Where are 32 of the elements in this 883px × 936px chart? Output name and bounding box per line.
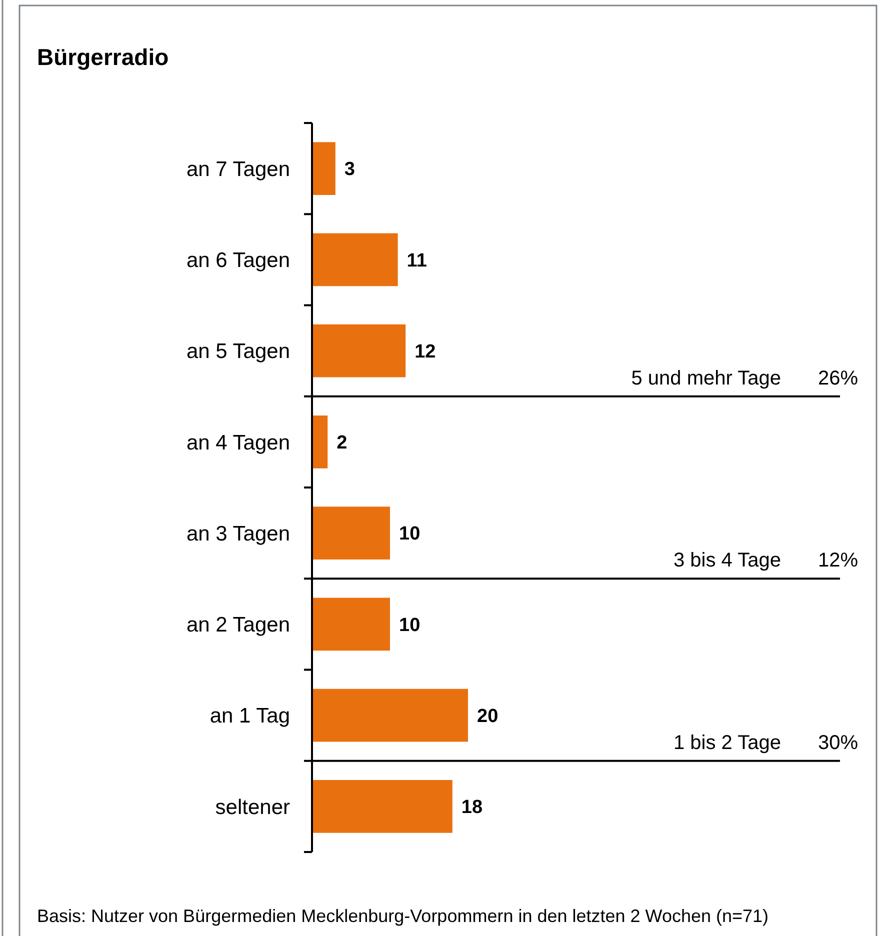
bar [312, 324, 406, 378]
y-tick-label: an 5 Tagen [186, 340, 290, 364]
bar [312, 142, 336, 195]
y-tick-label: an 4 Tagen [186, 431, 290, 454]
data-label: 11 [406, 250, 428, 272]
bar [312, 780, 452, 833]
text: 3 bis 4 Tage [674, 550, 781, 572]
y-tick-label: seltener [215, 796, 290, 819]
text: Bürgerradio [37, 44, 169, 70]
y-tick-label: an 1 Tag [210, 704, 290, 728]
text: Basis: Nutzer von Bürgermedien Mecklenburg-Vorpommern in den letzten 2 Wochen (n=71) [37, 906, 769, 926]
bar [312, 233, 398, 286]
data-label: 10 [399, 524, 420, 545]
bar [312, 598, 390, 651]
y-tick-label: an 3 Tagen [186, 522, 290, 546]
data-label: 2 [336, 432, 348, 454]
data-label: 18 [461, 797, 483, 818]
text: 5 und mehr Tage [631, 367, 781, 390]
data-label: 20 [477, 706, 498, 727]
data-label: 3 [344, 159, 355, 180]
bar [312, 416, 328, 468]
data-label: 12 [414, 341, 436, 362]
y-tick-label: an 2 Tagen [186, 614, 290, 637]
bar [312, 506, 390, 560]
text: 1 bis 2 Tage [674, 732, 781, 754]
bar [312, 688, 468, 742]
text: 26% [818, 367, 858, 390]
y-tick-label: an 6 Tagen [186, 249, 290, 272]
y-tick-label: an 7 Tagen [186, 158, 290, 181]
data-label: 10 [399, 614, 420, 636]
text: 30% [818, 732, 858, 754]
text: 12% [818, 550, 858, 572]
